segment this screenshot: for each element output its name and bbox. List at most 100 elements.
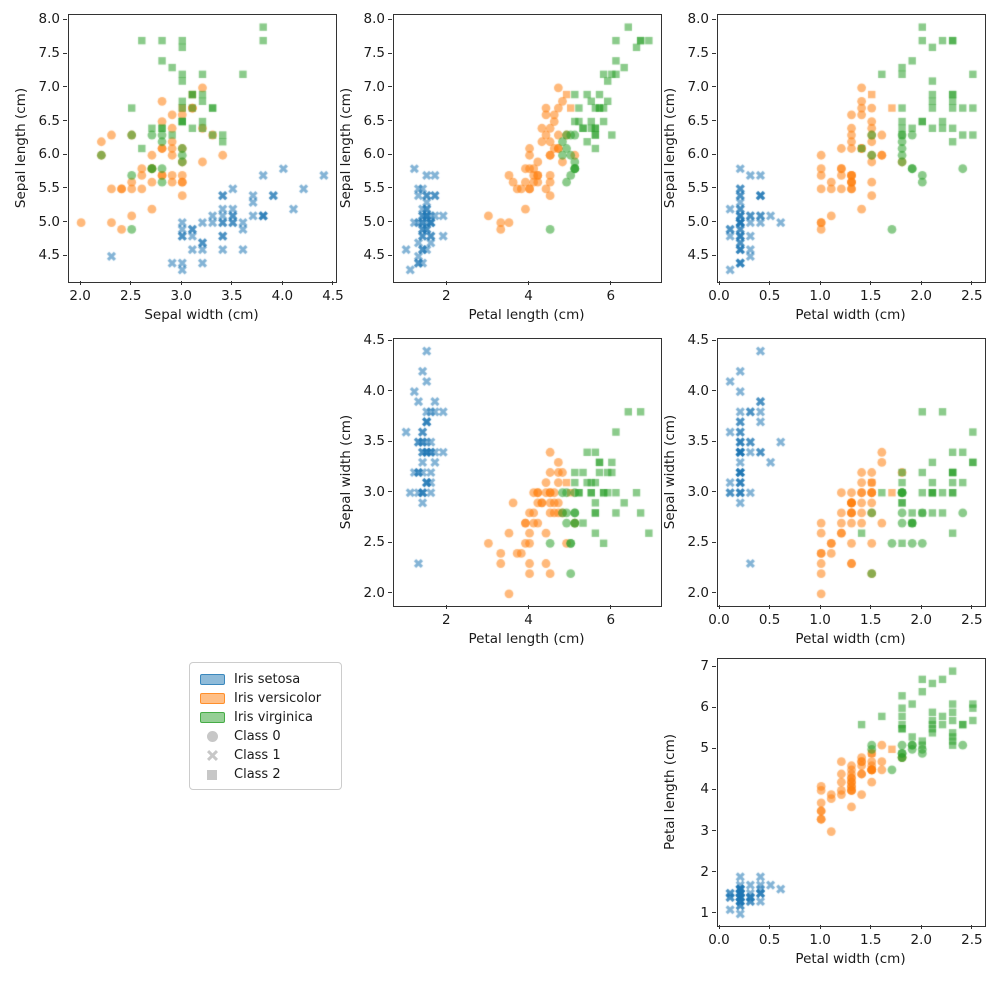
x-tick-mark	[231, 281, 233, 285]
y-tick-mark	[388, 390, 392, 392]
y-tick-mark	[388, 592, 392, 594]
y-tick-mark	[388, 254, 392, 256]
y-tick-label: 5.0	[38, 213, 60, 230]
square-marker-icon	[199, 769, 225, 780]
x-tick-mark	[718, 605, 720, 609]
y-tick-label: 4.5	[363, 247, 385, 264]
y-tick-mark	[712, 390, 716, 392]
axes-box	[717, 14, 986, 283]
y-axis-label: Sepal width (cm)	[662, 414, 678, 529]
x-tick-label: 3.5	[221, 288, 243, 304]
x-tick-mark	[718, 281, 720, 285]
x-tick-mark	[445, 605, 447, 609]
x-tick-label: 4.5	[322, 288, 344, 304]
x-tick-label: 1.0	[809, 932, 831, 948]
subplot-petal_length-vs-petal_width: 0.0 0.5 1.0 1.5 2.0 2.5 1 2 3 4 5 6 7 Petal width (cm…	[662, 658, 986, 967]
y-tick-mark	[712, 254, 716, 256]
y-tick-mark	[712, 747, 716, 749]
x-tick-label: 4	[524, 288, 533, 304]
x-tick-label: 1.0	[809, 612, 831, 628]
y-tick-label: 2.0	[363, 584, 385, 601]
legend-label-virginica: Iris virginica	[234, 710, 313, 725]
y-tick-mark	[712, 153, 716, 155]
x-tick-mark	[130, 281, 132, 285]
x-tick-mark	[769, 281, 771, 285]
x-tick-mark	[180, 281, 182, 285]
x-tick-mark	[445, 281, 447, 285]
y-tick-label: 5.0	[687, 213, 709, 230]
y-tick-mark	[63, 153, 67, 155]
axes-box	[393, 14, 662, 283]
x-axis-label: Petal width (cm)	[795, 631, 906, 647]
y-tick-mark	[712, 339, 716, 341]
versicolor-color-swatch	[199, 693, 225, 704]
y-tick-label: 3.5	[687, 433, 709, 450]
x-tick-mark	[769, 605, 771, 609]
y-tick-mark	[712, 18, 716, 20]
y-tick-mark	[388, 52, 392, 54]
setosa-color-swatch	[199, 674, 225, 685]
x-tick-mark	[870, 605, 872, 609]
y-tick-mark	[712, 440, 716, 442]
x-tick-mark	[79, 281, 81, 285]
axes-box	[717, 658, 986, 927]
y-tick-mark	[712, 592, 716, 594]
y-tick-label: 6	[700, 699, 709, 716]
circle-marker-icon	[199, 731, 225, 742]
subplot-sepal_width-vs-petal_width: 0.0 0.5 1.0 1.5 2.0 2.5 2.0 2.5 3.0 3.5 4.0 4.5 Peta…	[662, 332, 986, 647]
y-axis-label: Sepal length (cm)	[338, 87, 354, 208]
x-tick-mark	[718, 925, 720, 929]
y-tick-mark	[712, 120, 716, 122]
y-tick-label: 5.0	[363, 213, 385, 230]
x-tick-label: 1.5	[859, 932, 882, 948]
y-tick-label: 6.0	[363, 146, 385, 163]
x-tick-label: 2.0	[910, 932, 933, 948]
y-tick-mark	[63, 221, 67, 223]
y-tick-label: 2.5	[687, 534, 709, 551]
x-tick-mark	[920, 925, 922, 929]
y-tick-mark	[63, 187, 67, 189]
y-tick-mark	[712, 912, 716, 914]
x-tick-label: 6	[606, 612, 616, 628]
subplot-sepal_length-vs-petal_width: 0.0 0.5 1.0 1.5 2.0 2.5 4.5 5.0 5.5 6.0 6.5 7.0 7.5 8…	[662, 11, 986, 323]
x-tick-label: 2.5	[119, 288, 142, 304]
legend-item-virginica: Iris virginica	[199, 708, 332, 727]
subplot-sepal_length-vs-petal_length: 2 4 6 4.5 5.0 5.5 6.0 6.5 7.0 7.5 8.0 Petal length …	[338, 11, 662, 323]
y-tick-mark	[712, 491, 716, 493]
y-tick-label: 1	[700, 904, 709, 921]
x-tick-mark	[971, 605, 973, 609]
x-tick-label: 1.0	[809, 288, 831, 304]
legend: Iris setosa Iris versicolor Iris virgini…	[189, 662, 342, 790]
y-tick-label: 7.5	[363, 45, 385, 62]
y-tick-label: 4.5	[687, 247, 709, 264]
y-tick-label: 7.0	[687, 78, 709, 95]
y-tick-label: 6.5	[687, 112, 709, 129]
legend-label-setosa: Iris setosa	[234, 672, 301, 687]
x-tick-mark	[971, 281, 973, 285]
y-tick-label: 3.5	[363, 433, 385, 450]
y-tick-label: 6.5	[38, 112, 60, 129]
scatter-canvas	[718, 659, 985, 926]
x-tick-mark	[528, 605, 530, 609]
y-tick-mark	[712, 830, 716, 832]
y-axis-label: Petal length (cm)	[662, 733, 678, 850]
y-tick-label: 7.0	[363, 78, 385, 95]
y-tick-mark	[712, 221, 716, 223]
x-tick-mark	[528, 281, 530, 285]
x-tick-mark	[610, 281, 612, 285]
x-tick-mark	[610, 605, 612, 609]
y-tick-mark	[388, 440, 392, 442]
y-tick-label: 5.5	[38, 179, 60, 196]
axes-box	[393, 338, 662, 607]
y-tick-label: 3.0	[687, 483, 709, 500]
x-tick-mark	[819, 605, 821, 609]
y-tick-label: 3	[700, 822, 709, 839]
x-tick-label: 0.0	[708, 612, 730, 628]
scatter-canvas	[718, 15, 985, 282]
legend-label-class2: Class 2	[234, 767, 281, 782]
y-tick-label: 8.0	[687, 11, 709, 28]
y-tick-label: 8.0	[363, 11, 385, 28]
x-tick-label: 3.0	[170, 288, 193, 304]
scatter-canvas	[69, 15, 336, 282]
x-tick-mark	[920, 281, 922, 285]
